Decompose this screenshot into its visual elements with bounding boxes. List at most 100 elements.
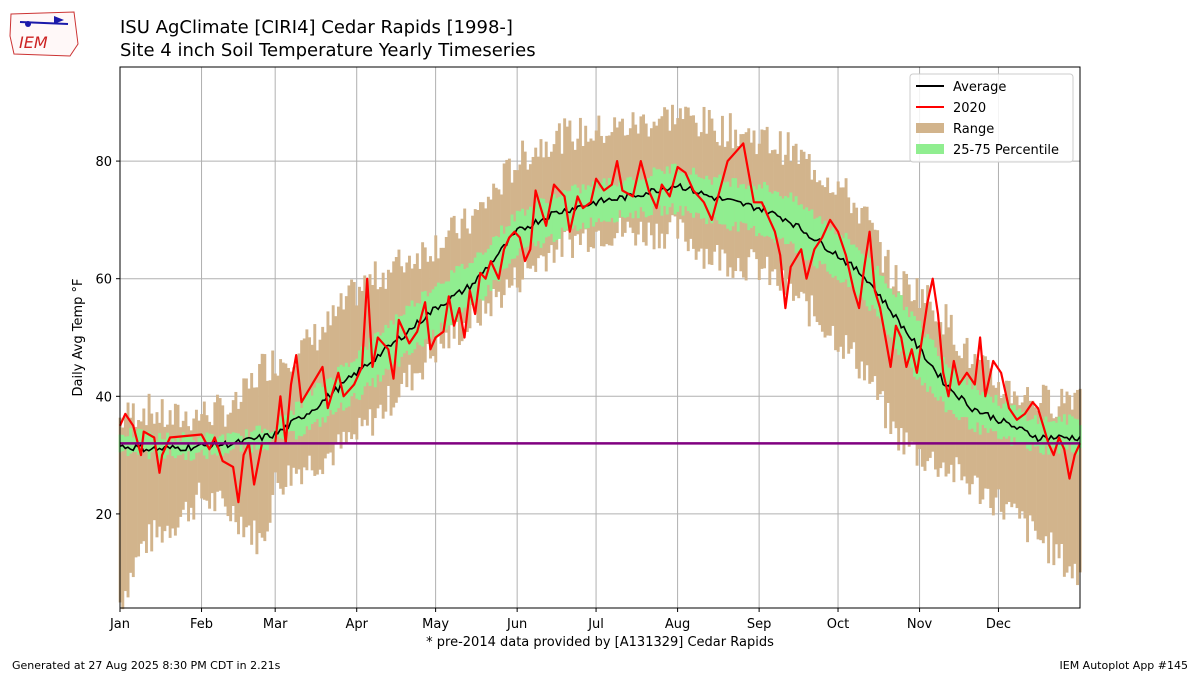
percentile-bar [928,338,932,387]
percentile-bar [678,173,682,206]
percentile-bar [258,425,262,449]
range-bar [160,399,164,543]
range-bar [352,282,356,435]
percentile-bar [523,215,527,248]
range-bar [171,424,175,529]
percentile-bar [331,379,335,415]
percentile-bar [1044,416,1048,446]
percentile-bar [876,265,880,317]
plot-frame [119,66,1081,609]
range-bar [265,380,269,532]
percentile-bar [886,288,890,335]
percentile-bar [260,432,264,451]
percentile-bar [789,192,793,242]
range-bar [1007,380,1011,502]
percentile-bar [1062,414,1066,447]
range-bar [910,301,914,442]
percentile-bar [300,407,304,437]
percentile-bar [902,310,906,357]
percentile-bar [323,380,327,423]
range-bar [618,121,622,218]
percentile-bar [891,294,895,348]
x-tick-label: Aug [665,617,690,632]
percentile-bar [868,257,872,311]
percentile-bar [134,431,138,453]
range-bar [631,112,635,234]
percentile-bar [976,390,980,423]
range-bar [223,426,227,507]
percentile-bar [368,337,372,386]
range-bar [523,151,527,261]
percentile-bar [223,443,227,453]
percentile-bar [358,350,361,401]
percentile-bar [676,170,680,212]
x-tick-label: Jul [587,617,604,632]
range-bar [999,397,1003,512]
percentile-bar [410,300,414,354]
range-bar [152,423,156,521]
percentile-bar [781,198,785,238]
percentile-bar [870,262,874,306]
percentile-bar [168,443,172,450]
percentile-bar [434,286,438,338]
range-bar [1028,400,1032,516]
legend-label-range: Range [953,122,994,137]
percentile-bar [468,263,472,305]
percentile-bar [147,431,151,460]
range-bar [134,426,138,558]
percentile-bar [912,316,916,377]
percentile-bar [802,209,806,260]
percentile-bar [594,181,598,223]
range-bar [244,378,248,528]
percentile-bar [507,225,511,264]
legend-swatch-range [916,123,944,133]
percentile-bar [723,182,727,225]
percentile-bar [352,361,356,393]
x-tick-label: May [422,617,449,632]
range-bar [1002,394,1006,520]
percentile-bar [1005,401,1008,439]
percentile-bar [1060,421,1064,449]
range-bar [989,368,993,508]
range-bar [121,427,125,610]
percentile-bar [894,297,898,349]
percentile-bar [1073,418,1077,454]
y-tick-label: 80 [95,155,112,170]
percentile-bar [555,198,559,240]
range-bar [1012,391,1016,504]
percentile-bar [321,387,325,418]
percentile-bar [1018,408,1022,444]
percentile-bar [773,191,777,243]
range-bar [1018,405,1022,519]
percentile-bar [247,438,251,446]
percentile-bar [213,440,217,454]
percentile-bar [1049,421,1053,447]
percentile-bar [994,394,998,432]
range-bar [507,158,511,288]
percentile-bar [392,324,396,365]
percentile-bar [465,267,469,310]
percentile-bar [139,429,143,453]
year-2020-line [118,142,1082,504]
percentile-bar [915,320,919,380]
percentile-bar [792,201,795,244]
range-bar [137,420,141,557]
range-bar [1047,389,1051,564]
range-bar [126,402,130,598]
percentile-bar [576,187,580,231]
range-bar [350,279,354,440]
range-bar [163,426,167,532]
percentile-bar [655,169,659,206]
percentile-bar [742,184,745,223]
percentile-bar [184,435,188,460]
percentile-bar [521,208,525,253]
range-bar [613,117,617,239]
percentile-bar [747,185,751,231]
percentile-bar [342,366,346,411]
percentile-bar [849,244,853,287]
percentile-bar [513,221,517,259]
range-bar [597,115,601,231]
range-bar [179,427,183,517]
percentile-bar [315,382,319,419]
